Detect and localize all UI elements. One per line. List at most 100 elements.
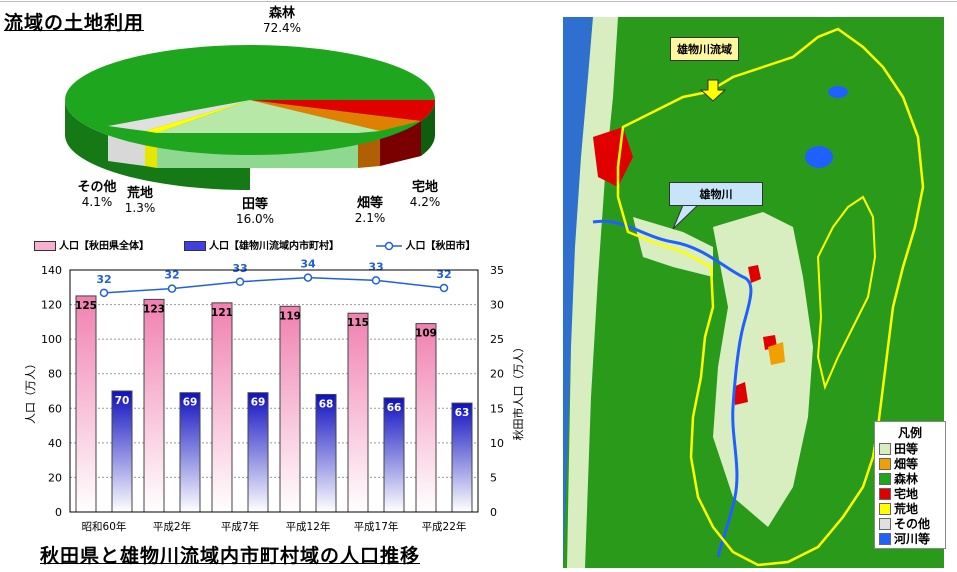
bar-label-prefecture: 115 <box>347 317 369 329</box>
map-legend-item: 田等 <box>879 441 945 456</box>
map-legend-item: その他 <box>879 516 945 531</box>
plot-frame <box>69 269 479 513</box>
map-legend-swatch <box>879 532 891 545</box>
bar-label-prefecture: 119 <box>279 310 301 322</box>
map-sea <box>563 17 593 568</box>
map-legend-label: 畑等 <box>894 457 919 471</box>
y-tick-label: 40 <box>48 437 62 450</box>
pie-slice-top-other <box>108 100 250 131</box>
bar-label-prefecture: 109 <box>415 328 437 340</box>
point-akita-city <box>303 273 313 282</box>
bar-basin <box>315 393 337 513</box>
map-legend: 凡例 田等 畑等 森林 宅地 荒地 その他 河川等 <box>874 421 946 549</box>
map-legend-title: 凡例 <box>897 426 922 440</box>
pie-label-field: 畑等 2.1% <box>354 196 386 225</box>
y-tick-label: 140 <box>41 264 62 277</box>
map-legend-label: 河川等 <box>894 532 931 546</box>
map-river <box>592 219 753 558</box>
map-basin-boundary <box>616 27 925 567</box>
y-tick-label: 20 <box>48 471 62 484</box>
point-label-akita-city: 33 <box>232 262 247 275</box>
x-tick-label: 昭和60年 <box>82 520 127 533</box>
chart-bars: 125 70 123 69 121 69 119 68 115 66 109 63 <box>75 295 473 513</box>
x-tick-label: 平成17年 <box>354 520 399 533</box>
bar-label-basin: 63 <box>455 407 470 419</box>
pie-label-waste: 荒地 1.3% <box>124 186 156 215</box>
x-tick-label: 平成2年 <box>153 520 191 533</box>
map-legend-swatch <box>879 487 891 500</box>
y2-tick-label: 25 <box>490 333 504 346</box>
y2-axis-title: 秋田市人口（万人） <box>511 342 525 441</box>
map-lake <box>805 146 833 168</box>
map-urban-akita <box>593 127 633 187</box>
map-field-patch <box>768 342 785 365</box>
land-use-title: 流域の土地利用 <box>4 12 145 34</box>
point-akita-city <box>371 276 381 285</box>
bar-basin <box>111 390 133 513</box>
pie-label-residential: 宅地 4.2% <box>409 180 441 209</box>
bar-label-prefecture: 123 <box>143 303 165 315</box>
population-chart-legend: 人口【秋田県全体】 人口【雄物川流域内市町村】 人口【秋田市】 <box>34 237 494 252</box>
map-legend-item: 森林 <box>879 471 945 486</box>
bar-basin <box>179 392 201 513</box>
map-legend-item: 河川等 <box>879 531 945 546</box>
map-basin-boundary-inner <box>816 195 877 391</box>
legend-swatch-prefecture <box>34 241 56 251</box>
map-urban-patch-1 <box>748 265 761 283</box>
y2-tick-label: 10 <box>490 437 504 450</box>
y-tick-label: 60 <box>48 402 62 415</box>
bar-prefecture <box>415 323 437 513</box>
bar-prefecture <box>347 312 369 513</box>
pie-label-paddy: 田等 16.0% <box>235 197 275 226</box>
pie-slice-top-field <box>250 100 421 131</box>
map-legend-label: 森林 <box>894 472 919 486</box>
bar-label-basin: 68 <box>319 398 334 410</box>
map-callout-river: 雄物川 <box>669 182 763 206</box>
population-chart-title: 秋田県と雄物川流域内市町村域の人口推移 <box>40 545 421 567</box>
pie-slice-side-forest-right2 <box>421 100 435 156</box>
y-tick-label: 0 <box>55 506 62 519</box>
map-legend-item: 宅地 <box>879 486 945 501</box>
point-akita-city <box>235 277 245 287</box>
legend-item-basin: 人口【雄物川流域内市町村】 <box>184 237 339 252</box>
map-legend-label: その他 <box>894 517 931 531</box>
y-tick-label: 80 <box>48 368 62 381</box>
point-akita-city <box>167 284 177 293</box>
point-akita-city <box>99 288 109 298</box>
point-label-akita-city: 32 <box>436 268 451 281</box>
bar-basin <box>247 392 269 513</box>
point-label-akita-city: 34 <box>300 258 316 271</box>
x-tick-label: 平成7年 <box>221 520 259 533</box>
map-callout-basin: 雄物川流域 <box>670 37 739 61</box>
map-lake-2 <box>828 86 848 98</box>
bar-label-basin: 69 <box>183 397 198 409</box>
chart-axes: 0 20 40 60 80 100 120 140 0 5 10 15 20 25 30 35 人口（万人） 秋田… <box>24 264 525 533</box>
map-legend-swatch <box>879 442 891 455</box>
x-tick-label: 平成22年 <box>422 520 467 533</box>
map-legend-label: 田等 <box>894 442 919 456</box>
chart-line: 32 32 33 34 33 32 <box>96 258 452 298</box>
top-divider <box>0 1 957 2</box>
point-label-akita-city: 33 <box>368 260 383 273</box>
bar-basin <box>451 402 473 513</box>
map-legend-swatch <box>879 472 891 485</box>
pie-label-forest: 森林 72.4% <box>262 6 302 35</box>
y2-tick-label: 20 <box>490 368 504 381</box>
map-legend-item: 荒地 <box>879 501 945 516</box>
map-legend-item: 畑等 <box>879 456 945 471</box>
point-label-akita-city: 32 <box>96 273 111 286</box>
bar-label-prefecture: 125 <box>75 300 97 312</box>
bar-label-basin: 70 <box>115 395 130 407</box>
point-akita-city <box>439 283 449 293</box>
y2-tick-label: 5 <box>490 471 497 484</box>
pie-slice-top-waste <box>145 100 250 133</box>
legend-item-akita-city: 人口【秋田市】 <box>376 237 475 252</box>
map-legend-swatch <box>879 502 891 515</box>
legend-line-marker <box>376 241 402 251</box>
bar-prefecture <box>211 302 233 513</box>
map-basin-paddy-area-west <box>633 217 713 277</box>
map-urban-patch-2 <box>733 382 748 405</box>
land-use-pie-chart <box>65 45 435 190</box>
y2-tick-label: 30 <box>490 299 504 312</box>
